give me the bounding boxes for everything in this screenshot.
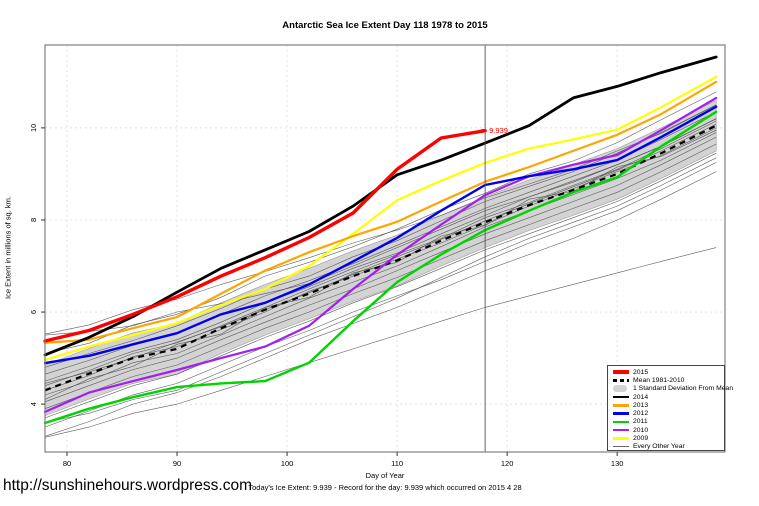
year-2015-line — [43, 128, 487, 343]
every-other-year-line — [44, 118, 717, 382]
y-tick-label: 4 — [29, 402, 38, 406]
legend-swatch-2012 — [613, 412, 629, 415]
every-other-year-line — [44, 104, 717, 368]
every-other-year-line — [44, 120, 717, 386]
every-other-year-line — [44, 247, 717, 438]
year-2013-line — [43, 80, 718, 344]
every-other-year-line — [44, 162, 717, 428]
plot-border — [44, 44, 726, 453]
year-2010-line — [43, 96, 718, 413]
mean-1981-2010-line — [44, 124, 717, 392]
every-other-year-line — [44, 132, 717, 396]
record-value-annotation: 9.939 — [489, 126, 508, 135]
legend-swatch-2015 — [613, 370, 629, 374]
y-tick-label: 6 — [29, 310, 38, 314]
chart-title: Antarctic Sea Ice Extent Day 118 1978 to… — [282, 20, 488, 31]
year-2011-line — [43, 110, 718, 425]
every-other-year-line — [44, 91, 717, 354]
every-other-year-line — [44, 123, 717, 384]
x-tick-label: 80 — [63, 459, 71, 468]
legend-item-2014: 2014 — [613, 393, 724, 401]
legend-item-every-other-year: Every Other Year — [613, 443, 724, 451]
legend-swatch-stddev-band — [613, 385, 627, 393]
record-point-marker — [481, 129, 486, 133]
legend-swatch-2013 — [613, 404, 629, 407]
legend-item-2011: 2011 — [613, 418, 724, 426]
legend: 2015 Mean 1981-2010 1 Standard Deviation… — [607, 365, 733, 451]
x-tick-label: 130 — [611, 459, 624, 468]
y-tick-label: 10 — [29, 124, 38, 132]
every-other-year-line — [44, 136, 717, 403]
legend-item-2012: 2012 — [613, 409, 724, 417]
legend-item-stddev-band: 1 Standard Deviation From Mean — [613, 385, 733, 393]
every-other-year-line — [44, 171, 717, 437]
x-tick-label: 100 — [281, 459, 294, 468]
year-2009-line — [43, 75, 718, 361]
legend-item-2009: 2009 — [613, 434, 724, 442]
legend-swatch-2010 — [613, 428, 629, 432]
legend-swatch-every-other-year — [613, 446, 629, 448]
every-other-year-line — [44, 143, 717, 409]
std-deviation-band — [44, 99, 717, 417]
every-other-year-line — [44, 152, 717, 419]
every-other-year-line — [44, 118, 717, 336]
status-caption: Today's Ice Extent: 9.939 - Record for t… — [248, 483, 522, 492]
legend-item-2013: 2013 — [613, 401, 724, 409]
legend-swatch-2009 — [613, 437, 629, 440]
y-tick-label: 8 — [29, 218, 38, 222]
x-tick-label: 90 — [173, 459, 181, 468]
every-other-year-line — [44, 104, 717, 335]
legend-swatch-2014 — [613, 395, 629, 399]
legend-item-2010: 2010 — [613, 426, 724, 434]
legend-swatch-2011 — [613, 420, 629, 424]
legend-swatch-mean — [613, 378, 629, 382]
legend-item-mean: Mean 1981-2010 — [613, 376, 724, 384]
x-tick-label: 120 — [501, 459, 514, 468]
x-tick-label: 110 — [391, 459, 403, 468]
year-2012-line — [43, 105, 718, 365]
x-axis-label: Day of Year — [365, 471, 405, 480]
every-other-year-line — [44, 157, 717, 423]
legend-item-2015: 2015 — [613, 368, 724, 376]
source-url-text: http://sunshinehours.wordpress.com — [3, 477, 252, 494]
